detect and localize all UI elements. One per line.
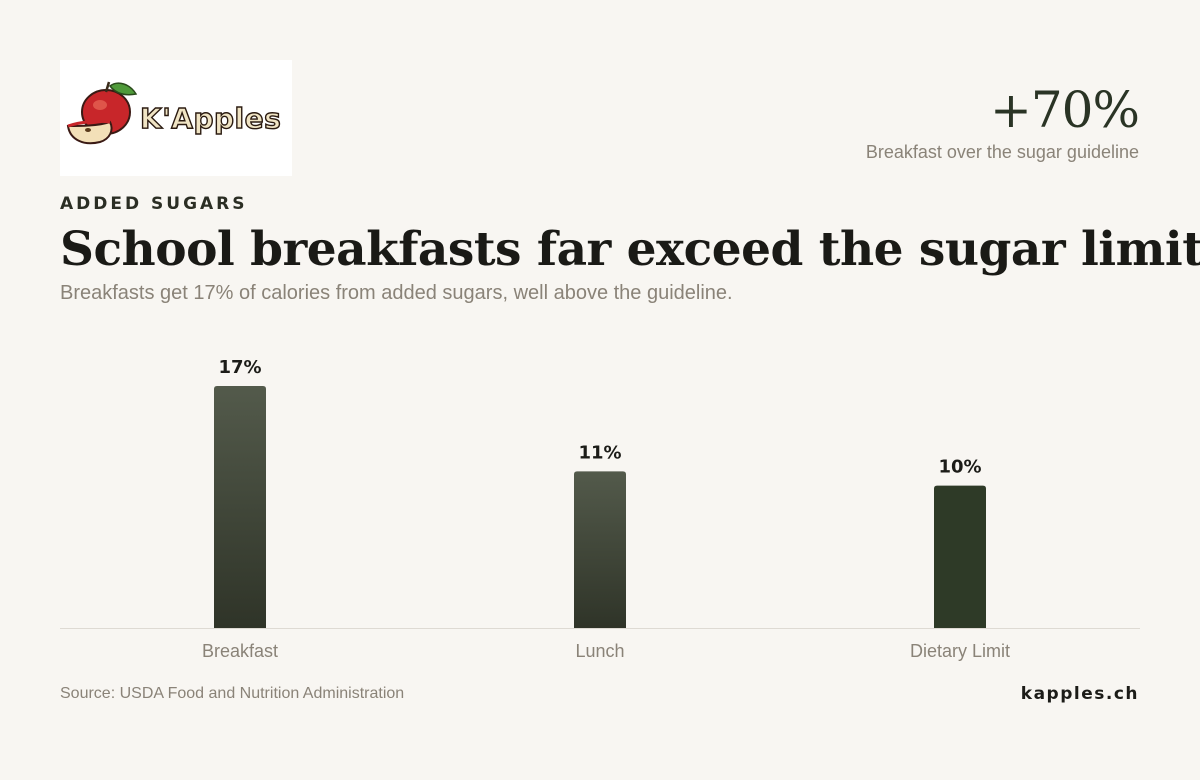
site-link[interactable]: kapples.ch	[1020, 684, 1139, 704]
category-label: Lunch	[575, 641, 624, 661]
bar-value-label: 17%	[218, 357, 261, 378]
stat-caption: Breakfast over the sugar guideline	[865, 142, 1139, 162]
bar-value-label: 11%	[578, 442, 621, 463]
bar-value-label: 10%	[938, 457, 981, 478]
source-note: Source: USDA Food and Nutrition Administ…	[60, 685, 405, 702]
chart-subtitle: Breakfasts get 17% of calories from adde…	[60, 282, 733, 304]
headline-stat: +70% Breakfast over the sugar guideline	[865, 78, 1140, 163]
apple-logo-icon: K'Apples	[66, 81, 281, 145]
logo-wordmark: K'Apples	[140, 102, 281, 135]
bar-breakfast	[214, 386, 266, 628]
bar-lunch	[574, 471, 626, 628]
stat-value: +70%	[989, 81, 1140, 139]
category-label: Dietary Limit	[910, 641, 1010, 661]
category-label: Breakfast	[202, 641, 278, 661]
bar-dietary-limit	[934, 485, 986, 628]
chart-title: School breakfasts far exceed the sugar l…	[60, 222, 1200, 277]
eyebrow-label: ADDED SUGARS	[60, 194, 248, 214]
brand-logo: K'Apples	[60, 60, 292, 176]
